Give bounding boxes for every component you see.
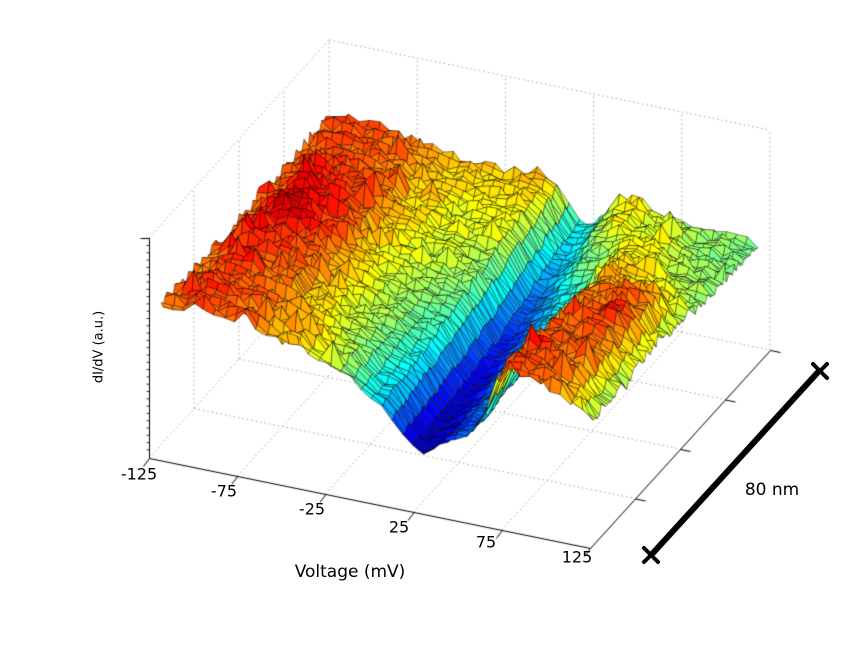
x-tick-label: 25 bbox=[388, 517, 410, 537]
x-tick-label: 125 bbox=[561, 547, 593, 567]
x-tick-label: -125 bbox=[120, 464, 158, 484]
x-tick-label: -25 bbox=[298, 499, 326, 519]
x-tick-label: -75 bbox=[210, 481, 238, 501]
x-tick-label: 75 bbox=[475, 532, 497, 552]
scale-bar-label: 80 nm bbox=[744, 480, 800, 500]
z-axis-title: dI/dV (a.u.) bbox=[91, 310, 107, 384]
x-axis-title: Voltage (mV) bbox=[294, 562, 406, 582]
